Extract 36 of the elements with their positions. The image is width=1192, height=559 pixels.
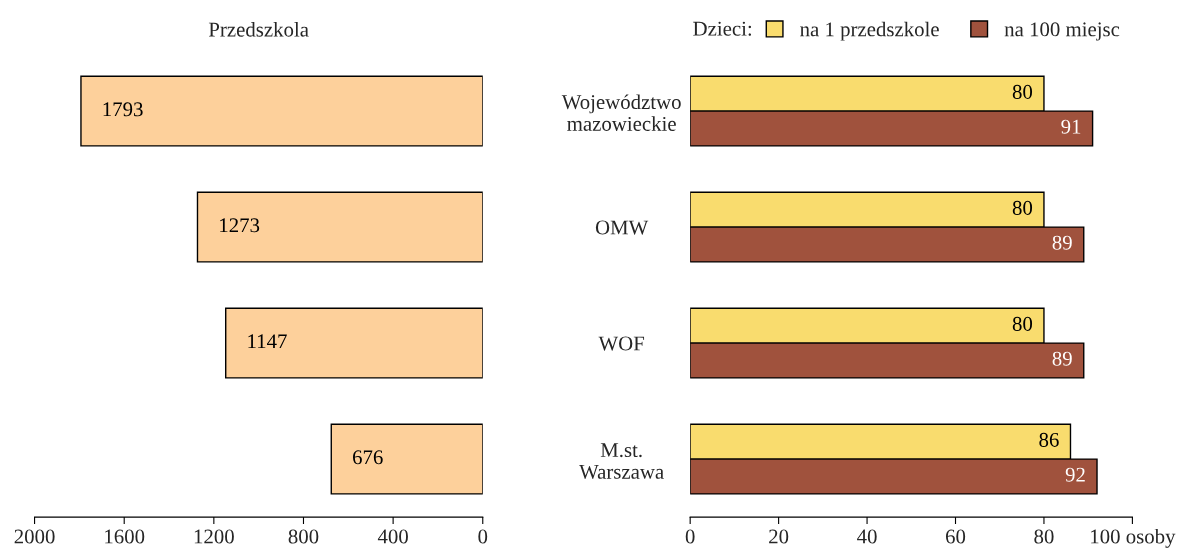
x-tick-label: 0 [478, 529, 488, 544]
data-label: 80 [1012, 200, 1033, 215]
data-label: 676 [353, 450, 383, 465]
data-label: 91 [1061, 119, 1081, 134]
x-tick-label: 20 [769, 529, 789, 544]
y-tick-label: OMW [595, 220, 649, 235]
x-tick-label: 40 [857, 529, 877, 544]
data-label: 80 [1012, 84, 1033, 99]
data-label: 1793 [103, 102, 143, 117]
legend-title: Dzieci: [693, 21, 752, 36]
data-label: 89 [1052, 235, 1072, 250]
legend-label: na 1 przedszkole [800, 21, 939, 41]
legend-label: na 100 miejsc [1004, 22, 1120, 41]
data-label: 92 [1065, 467, 1085, 482]
data-label: 86 [1039, 432, 1059, 447]
x-tick-label: 80 [1034, 529, 1054, 544]
x-tick-label: 100 osoby [1091, 528, 1176, 548]
y-tick-label: M.st. Warszawa [579, 443, 664, 479]
x-tick-label: 800 [288, 529, 319, 544]
x-tick-label: 60 [945, 529, 966, 544]
y-tick-label: Województwo mazowieckie [561, 94, 681, 131]
x-tick-label: 1600 [105, 529, 145, 544]
bar [330, 423, 483, 495]
x-tick-label: 0 [685, 529, 695, 544]
bar [225, 307, 483, 379]
data-label: 89 [1052, 351, 1072, 366]
x-tick-label: 2000 [14, 529, 55, 544]
data-label: 1273 [220, 218, 260, 233]
bar [80, 75, 483, 147]
x-tick-label: 400 [377, 529, 408, 544]
data-label: 80 [1012, 316, 1033, 331]
chart-title: Przedszkola [208, 21, 309, 37]
x-tick-label: 1200 [194, 529, 234, 544]
bar [196, 191, 483, 263]
data-label: 1147 [248, 334, 287, 349]
y-tick-label: WOF [598, 336, 645, 351]
